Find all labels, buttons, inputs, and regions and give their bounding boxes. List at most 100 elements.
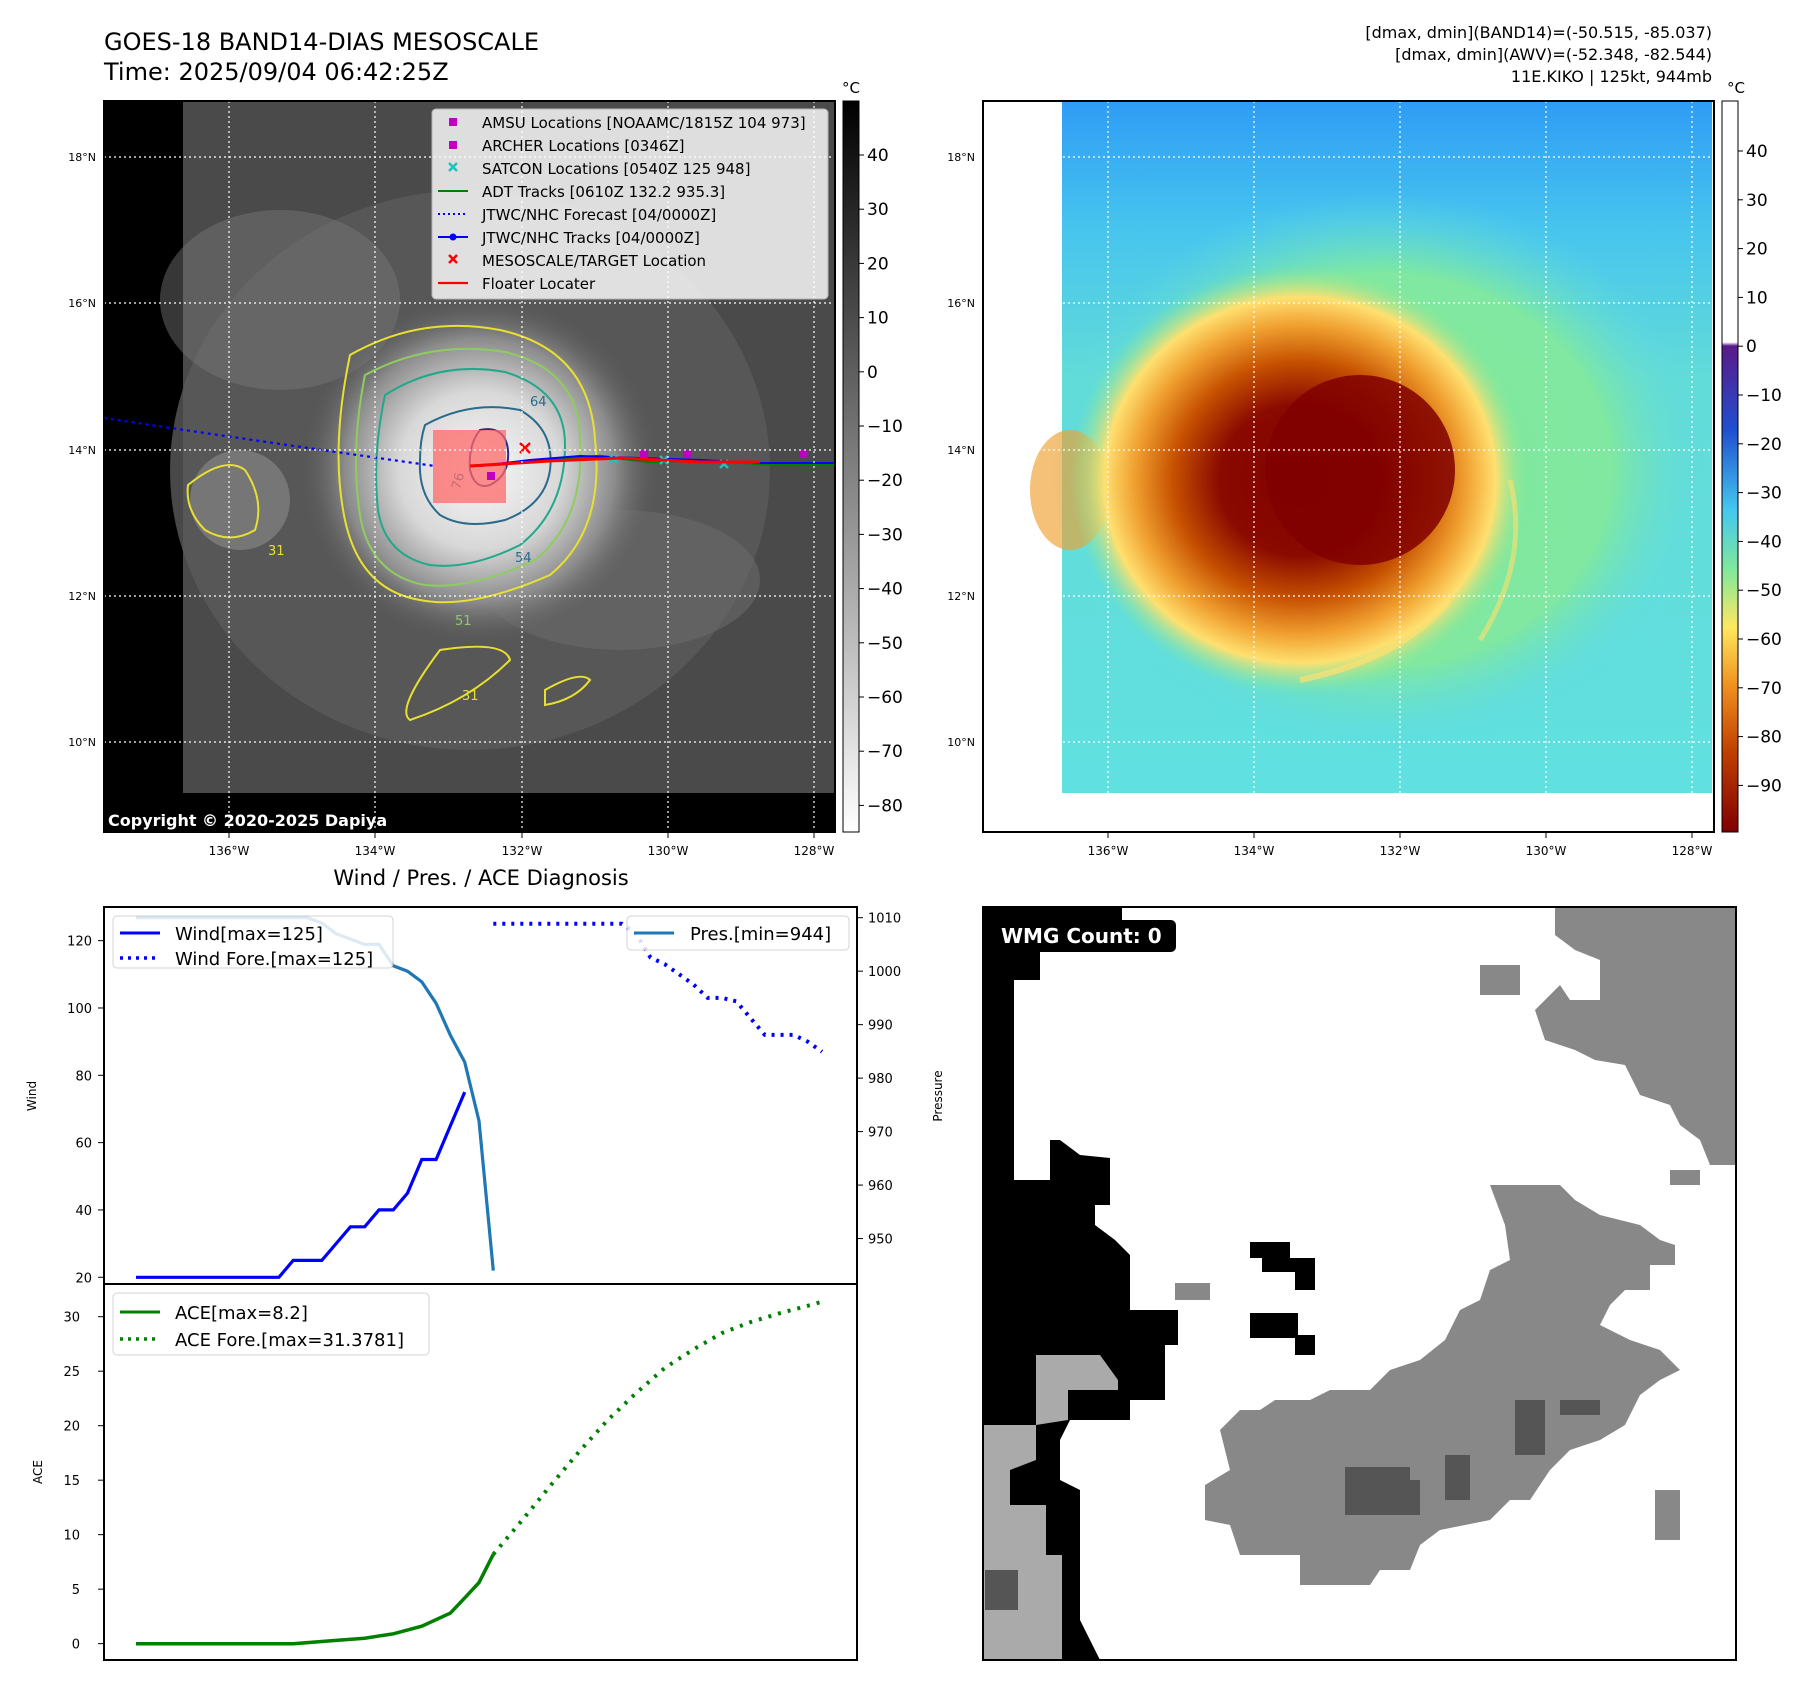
wind-tick-label: 60 [75, 1137, 92, 1152]
colorbar-tick-label: −40 [1746, 532, 1782, 552]
pressure-tick-label: 1000 [868, 965, 901, 980]
lat-label: 14°N [947, 444, 975, 457]
copyright: Copyright © 2020-2025 Dapiya [108, 811, 387, 830]
contour-label: 64 [530, 395, 547, 410]
colorbar-tick-label: −60 [867, 688, 903, 708]
awv-colorbar: °C 40 30 20 10 0 −10 −20 −30 −40 −50 −60 −70 −80 −90 [1721, 79, 1782, 833]
awv-gridlines [983, 101, 1714, 832]
wind-tick-label: 20 [75, 1271, 92, 1286]
colorbar-tick-label: 40 [867, 146, 889, 166]
ace-tick-label: 10 [63, 1529, 80, 1544]
colorbar-tick-label: −70 [1746, 679, 1782, 699]
pressure-tick-label: 980 [868, 1072, 893, 1087]
pressure-axis-label: Pressure [931, 1070, 945, 1121]
colorbar-tick-label: −10 [1746, 386, 1782, 406]
ace-series-line-1 [491, 1299, 823, 1556]
ir-colorbar: °C 40 30 20 10 0 −10 −20 −30 −40 −50 −60 −70 −80 [842, 79, 903, 833]
legend-amsu: AMSU Locations [NOAAMC/1815Z 104 973] [482, 114, 806, 132]
colorbar-tick-label: −20 [1746, 435, 1782, 455]
colorbar-tick-label: 40 [1746, 142, 1768, 162]
wind-legend: Wind[max=125] Wind Fore.[max=125] [112, 915, 394, 970]
colorbar-tick-label: 20 [1746, 240, 1768, 260]
lat-label: 16°N [947, 297, 975, 310]
legend-wind: Wind[max=125] [175, 924, 323, 945]
awv-map-panel: 18°N 16°N 14°N 12°N 10°N 136°W 134°W 132°W 130°… [947, 100, 1715, 858]
contour-label: 54 [515, 551, 532, 566]
colorbar-tick-label: 30 [867, 200, 889, 220]
lon-label: 128°W [1672, 844, 1713, 858]
colorbar-tick-label: −10 [867, 417, 903, 437]
ace-tick-label: 0 [72, 1638, 80, 1653]
figure-title: GOES-18 BAND14-DIAS MESOSCALE [104, 28, 539, 56]
lon-label: 132°W [1380, 844, 1421, 858]
storm-info: 11E.KIKO | 125kt, 944mb [1511, 67, 1712, 86]
ir-legend: AMSU Locations [NOAAMC/1815Z 104 973] AR… [431, 108, 829, 300]
diagnosis-title: Wind / Pres. / ACE Diagnosis [333, 866, 628, 890]
stats-band14: [dmax, dmin](BAND14)=(-50.515, -85.037) [1365, 23, 1712, 42]
ir-lon-labels: 136°W 134°W 132°W 130°W 128°W [209, 832, 835, 858]
lat-label: 14°N [68, 444, 96, 457]
colorbar-tick-label: 20 [867, 254, 889, 274]
colorbar-tick-label: −60 [1746, 630, 1782, 650]
colorbar-tick-label: 30 [1746, 191, 1768, 211]
awv-lon-labels: 136°W 134°W 132°W 130°W 128°W [1088, 832, 1713, 858]
legend-archer: ARCHER Locations [0346Z] [482, 137, 685, 155]
colorbar-tick-label: 0 [867, 363, 878, 383]
colorbar-tick-label: 10 [867, 309, 889, 329]
lon-label: 128°W [794, 844, 835, 858]
colorbar-tick-label: −30 [1746, 484, 1782, 504]
legend-pressure: Pres.[min=944] [690, 924, 831, 945]
series-line-1 [493, 921, 824, 1054]
wind-tick-label: 40 [75, 1204, 92, 1219]
lon-label: 130°W [1526, 844, 1567, 858]
legend-ace-fore: ACE Fore.[max=31.3781] [175, 1330, 404, 1351]
legend-ace: ACE[max=8.2] [175, 1303, 308, 1324]
colorbar-tick-label: −50 [867, 634, 903, 654]
colorbar-tick-label: −80 [1746, 728, 1782, 748]
wind-tick-label: 120 [67, 935, 92, 950]
awv-colorbar-unit: °C [1727, 79, 1745, 97]
ace-tick-label: 20 [63, 1420, 80, 1435]
contour-label: 31 [462, 689, 479, 704]
lon-label: 136°W [209, 844, 250, 858]
series-line-0 [136, 1091, 467, 1279]
lon-label: 136°W [1088, 844, 1129, 858]
pressure-legend: Pres.[min=944] [626, 915, 850, 951]
ace-legend: ACE[max=8.2] ACE Fore.[max=31.3781] [112, 1292, 430, 1356]
wmg-count-label: WMG Count: 0 [1001, 924, 1162, 948]
wind-pressure-chart: Wind / Pres. / ACE Diagnosis Wind Pressu… [25, 866, 945, 1286]
lat-label: 18°N [68, 151, 96, 164]
lat-label: 16°N [68, 297, 96, 310]
pressure-tick-label: 950 [868, 1233, 893, 1248]
contour-labels: 64 76 54 31 31 51 [268, 395, 547, 704]
legend-target: MESOSCALE/TARGET Location [482, 252, 706, 270]
figure-time: Time: 2025/09/04 06:42:25Z [103, 58, 449, 86]
legend-adt: ADT Tracks [0610Z 132.2 935.3] [482, 183, 725, 201]
floater-box [433, 430, 506, 503]
lat-label: 18°N [947, 151, 975, 164]
lon-label: 134°W [1234, 844, 1275, 858]
colorbar-tick-label: −80 [867, 796, 903, 816]
legend-forecast: JTWC/NHC Forecast [04/0000Z] [481, 206, 716, 224]
legend-satcon: SATCON Locations [0540Z 125 948] [482, 160, 750, 178]
lat-label: 10°N [68, 736, 96, 749]
contour-label: 31 [268, 544, 285, 559]
colorbar-tick-label: −30 [867, 525, 903, 545]
colorbar-tick-label: −50 [1746, 581, 1782, 601]
lat-label: 12°N [947, 590, 975, 603]
pressure-tick-label: 1010 [868, 912, 901, 927]
colorbar-tick-label: −90 [1746, 776, 1782, 796]
legend-floater: Floater Locater [482, 275, 596, 293]
wmg-black-region [983, 907, 1315, 1660]
wind-axis-label: Wind [25, 1081, 39, 1111]
wind-tick-label: 100 [67, 1002, 92, 1017]
ir-map-panel: 64 76 54 31 31 51 [68, 100, 836, 858]
lon-label: 132°W [502, 844, 543, 858]
wmg-grey-region [1175, 907, 1736, 1585]
colorbar-tick-label: −40 [867, 580, 903, 600]
wmg-panel: WMG Count: 0 [982, 906, 1737, 1661]
colorbar-tick-label: −20 [867, 471, 903, 491]
ir-colorbar-unit: °C [842, 79, 860, 97]
lat-label: 12°N [68, 590, 96, 603]
